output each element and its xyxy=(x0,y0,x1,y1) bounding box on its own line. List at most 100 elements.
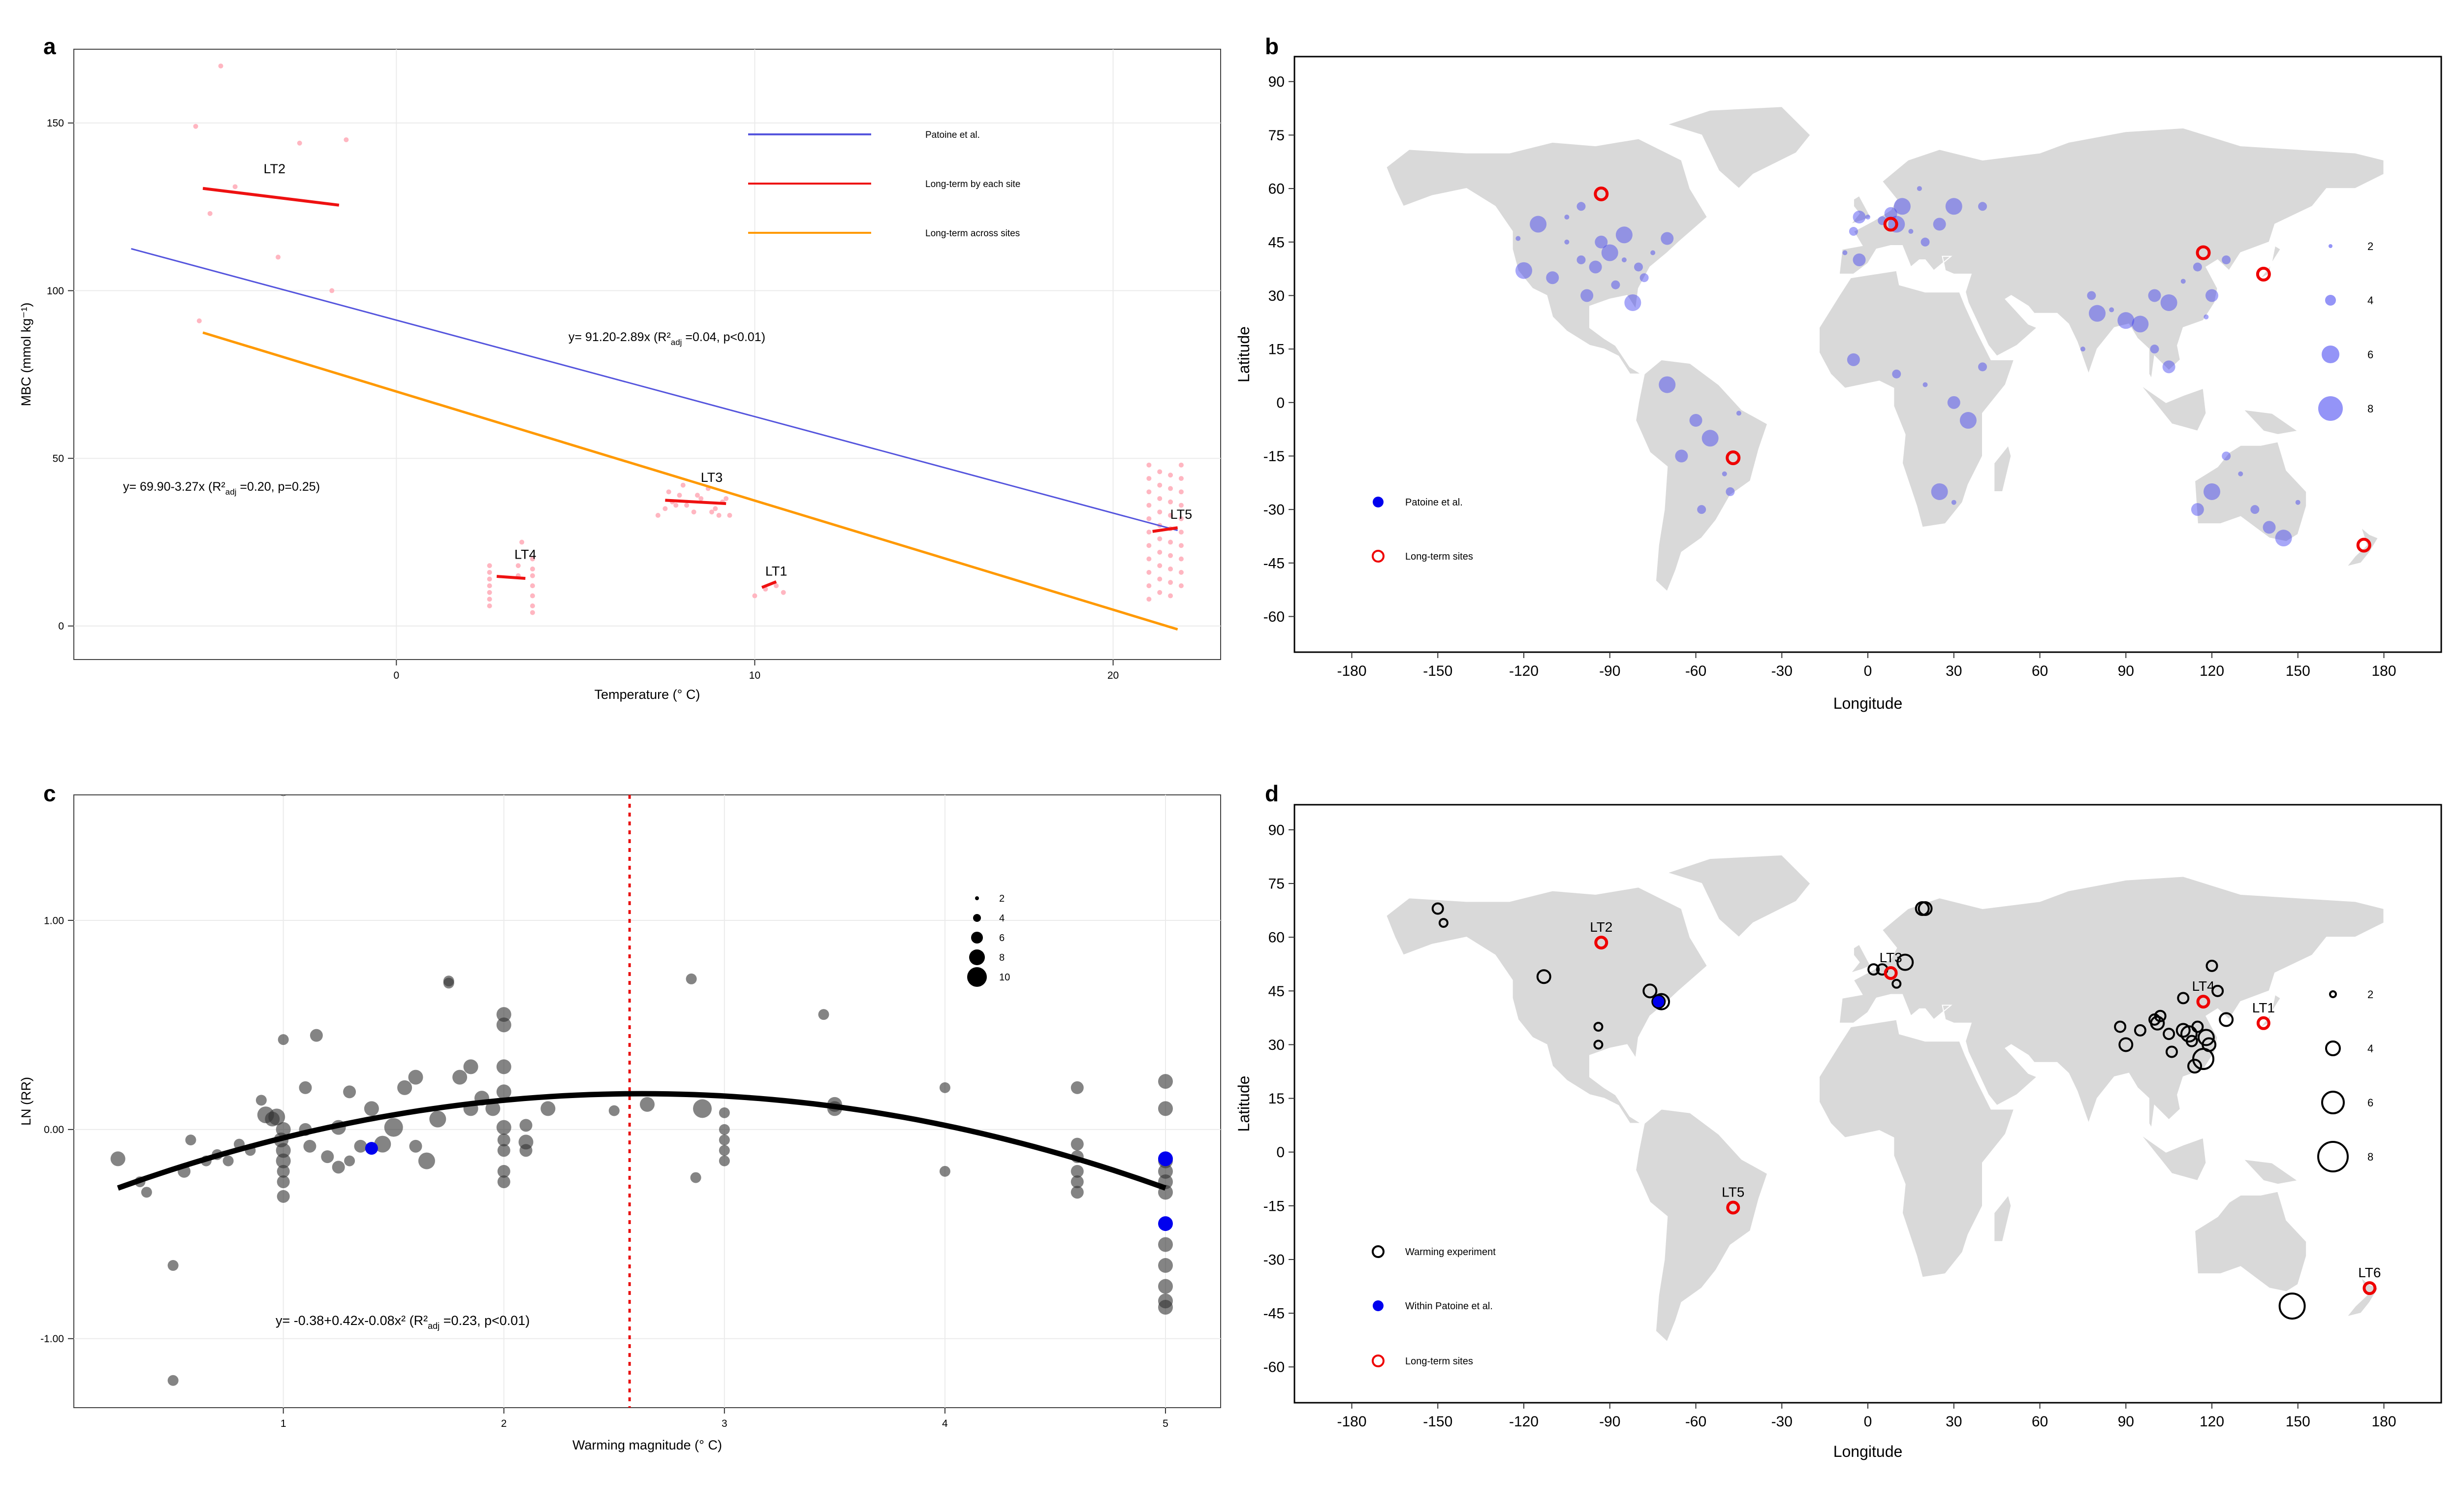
data-point xyxy=(684,503,690,508)
land-mass xyxy=(2242,1158,2300,1185)
panel-c: c 1 2 3 4 5 -1.00 0.00 1.00 2 4 6 8 10 y= -0.38+0.42x-… xyxy=(19,781,1221,1452)
y-tick-label: -60 xyxy=(1263,1359,1285,1376)
data-point xyxy=(1157,563,1163,568)
warming-experiment-marker xyxy=(1891,978,1902,989)
land-mass xyxy=(2345,526,2379,567)
land-mass xyxy=(1666,106,1811,189)
trend-line xyxy=(131,248,1178,532)
patoine-point xyxy=(1978,202,1987,211)
legend-label: Long-term sites xyxy=(1405,551,1473,562)
y-tick-label: -15 xyxy=(1263,1198,1285,1214)
y-tick-label: 0.00 xyxy=(44,1124,64,1135)
data-point xyxy=(1157,536,1163,541)
data-point xyxy=(1146,597,1152,602)
legend-marker xyxy=(1372,1354,1385,1367)
data-point xyxy=(110,1151,126,1166)
data-point xyxy=(1146,516,1152,521)
y-tick-label: 60 xyxy=(1268,930,1285,946)
land-mass xyxy=(2242,409,2300,436)
legend-label: Patoine et al. xyxy=(925,130,980,140)
data-point xyxy=(222,1155,234,1166)
data-point xyxy=(299,1081,312,1094)
data-point xyxy=(530,603,535,608)
site-trend-line xyxy=(665,499,726,505)
plot-frame xyxy=(73,49,1221,660)
patoine-point xyxy=(2191,503,2204,516)
data-point xyxy=(1071,1165,1084,1178)
legend-marker xyxy=(1372,1245,1385,1258)
patoine-point xyxy=(1847,353,1860,366)
data-point xyxy=(662,506,668,511)
data-point xyxy=(452,1070,468,1085)
x-tick-label: 20 xyxy=(1107,670,1119,681)
y-tick-label: 30 xyxy=(1268,288,1285,304)
data-point xyxy=(774,583,779,589)
data-point xyxy=(268,1108,285,1126)
patoine-point xyxy=(2250,505,2260,514)
land-mass xyxy=(1666,854,1811,938)
x-axis-label: Longitude xyxy=(1833,694,1903,712)
data-point xyxy=(418,1152,435,1169)
patoine-point xyxy=(1589,260,1602,274)
data-point xyxy=(354,1139,367,1153)
data-point xyxy=(1071,1186,1084,1199)
data-point xyxy=(344,137,349,142)
data-point xyxy=(1178,569,1184,575)
land-mass xyxy=(1849,195,1872,225)
data-point xyxy=(487,590,492,595)
legend-marker xyxy=(1372,550,1385,563)
y-axis-label: Latitude xyxy=(1235,1076,1253,1132)
x-tick-label: -180 xyxy=(1337,663,1366,679)
longterm-site-marker xyxy=(2362,1281,2377,1295)
longterm-site-marker xyxy=(1594,186,1609,201)
data-point xyxy=(818,1009,829,1020)
patoine-point xyxy=(1951,500,1956,505)
data-point xyxy=(297,140,302,146)
data-point xyxy=(640,1097,655,1112)
y-tick-label: -1.00 xyxy=(40,1333,64,1345)
data-point xyxy=(185,1134,196,1146)
data-point xyxy=(384,1118,403,1137)
land-mass xyxy=(2194,1191,2307,1292)
longterm-site-marker xyxy=(1726,450,1741,466)
y-tick-label: -45 xyxy=(1263,555,1285,571)
data-point xyxy=(1071,1175,1084,1189)
data-point xyxy=(1071,1081,1084,1094)
data-point xyxy=(719,1107,730,1118)
y-tick-label: 0 xyxy=(1276,1144,1285,1161)
patoine-point xyxy=(1884,207,1897,220)
highlight-point xyxy=(365,1142,378,1155)
patoine-point xyxy=(1865,215,1870,220)
data-point xyxy=(608,1105,620,1116)
patoine-point xyxy=(1595,235,1608,249)
longterm-site-marker xyxy=(1726,1200,1740,1215)
size-legend-marker xyxy=(2325,1040,2341,1056)
data-point xyxy=(167,1375,179,1386)
highlight-point xyxy=(1158,1216,1173,1231)
panel-a: a 0 10 20 0 50 100 150 LT2 LT3 LT4 LT1 LT5 Patoine et… xyxy=(19,33,1221,702)
data-point xyxy=(496,1120,511,1135)
data-point xyxy=(497,1144,510,1157)
data-point xyxy=(1157,549,1163,555)
data-point xyxy=(276,1122,291,1137)
patoine-point xyxy=(1931,483,1948,500)
warming-experiment-marker xyxy=(2134,1024,2146,1037)
plot-area xyxy=(1386,854,2385,1343)
data-point xyxy=(530,567,535,572)
size-legend-label: 8 xyxy=(2367,403,2373,415)
x-tick-label: 120 xyxy=(2200,1414,2224,1430)
data-point xyxy=(1146,462,1152,468)
site-trend-line xyxy=(761,580,777,589)
x-tick-label: -120 xyxy=(1509,663,1539,679)
data-point xyxy=(207,211,213,216)
y-tick-label: -45 xyxy=(1263,1306,1285,1322)
patoine-point xyxy=(2087,291,2096,300)
warming-experiment-marker xyxy=(1593,1022,1604,1032)
data-point xyxy=(1146,569,1152,575)
data-point xyxy=(374,1135,391,1153)
legend-label: Within Patoine et al. xyxy=(1405,1301,1493,1312)
site-label: LT1 xyxy=(765,564,788,579)
patoine-point xyxy=(2160,294,2177,311)
land-mass xyxy=(2140,384,2207,432)
y-axis-label: MBC (mmol kg⁻¹) xyxy=(19,303,33,407)
